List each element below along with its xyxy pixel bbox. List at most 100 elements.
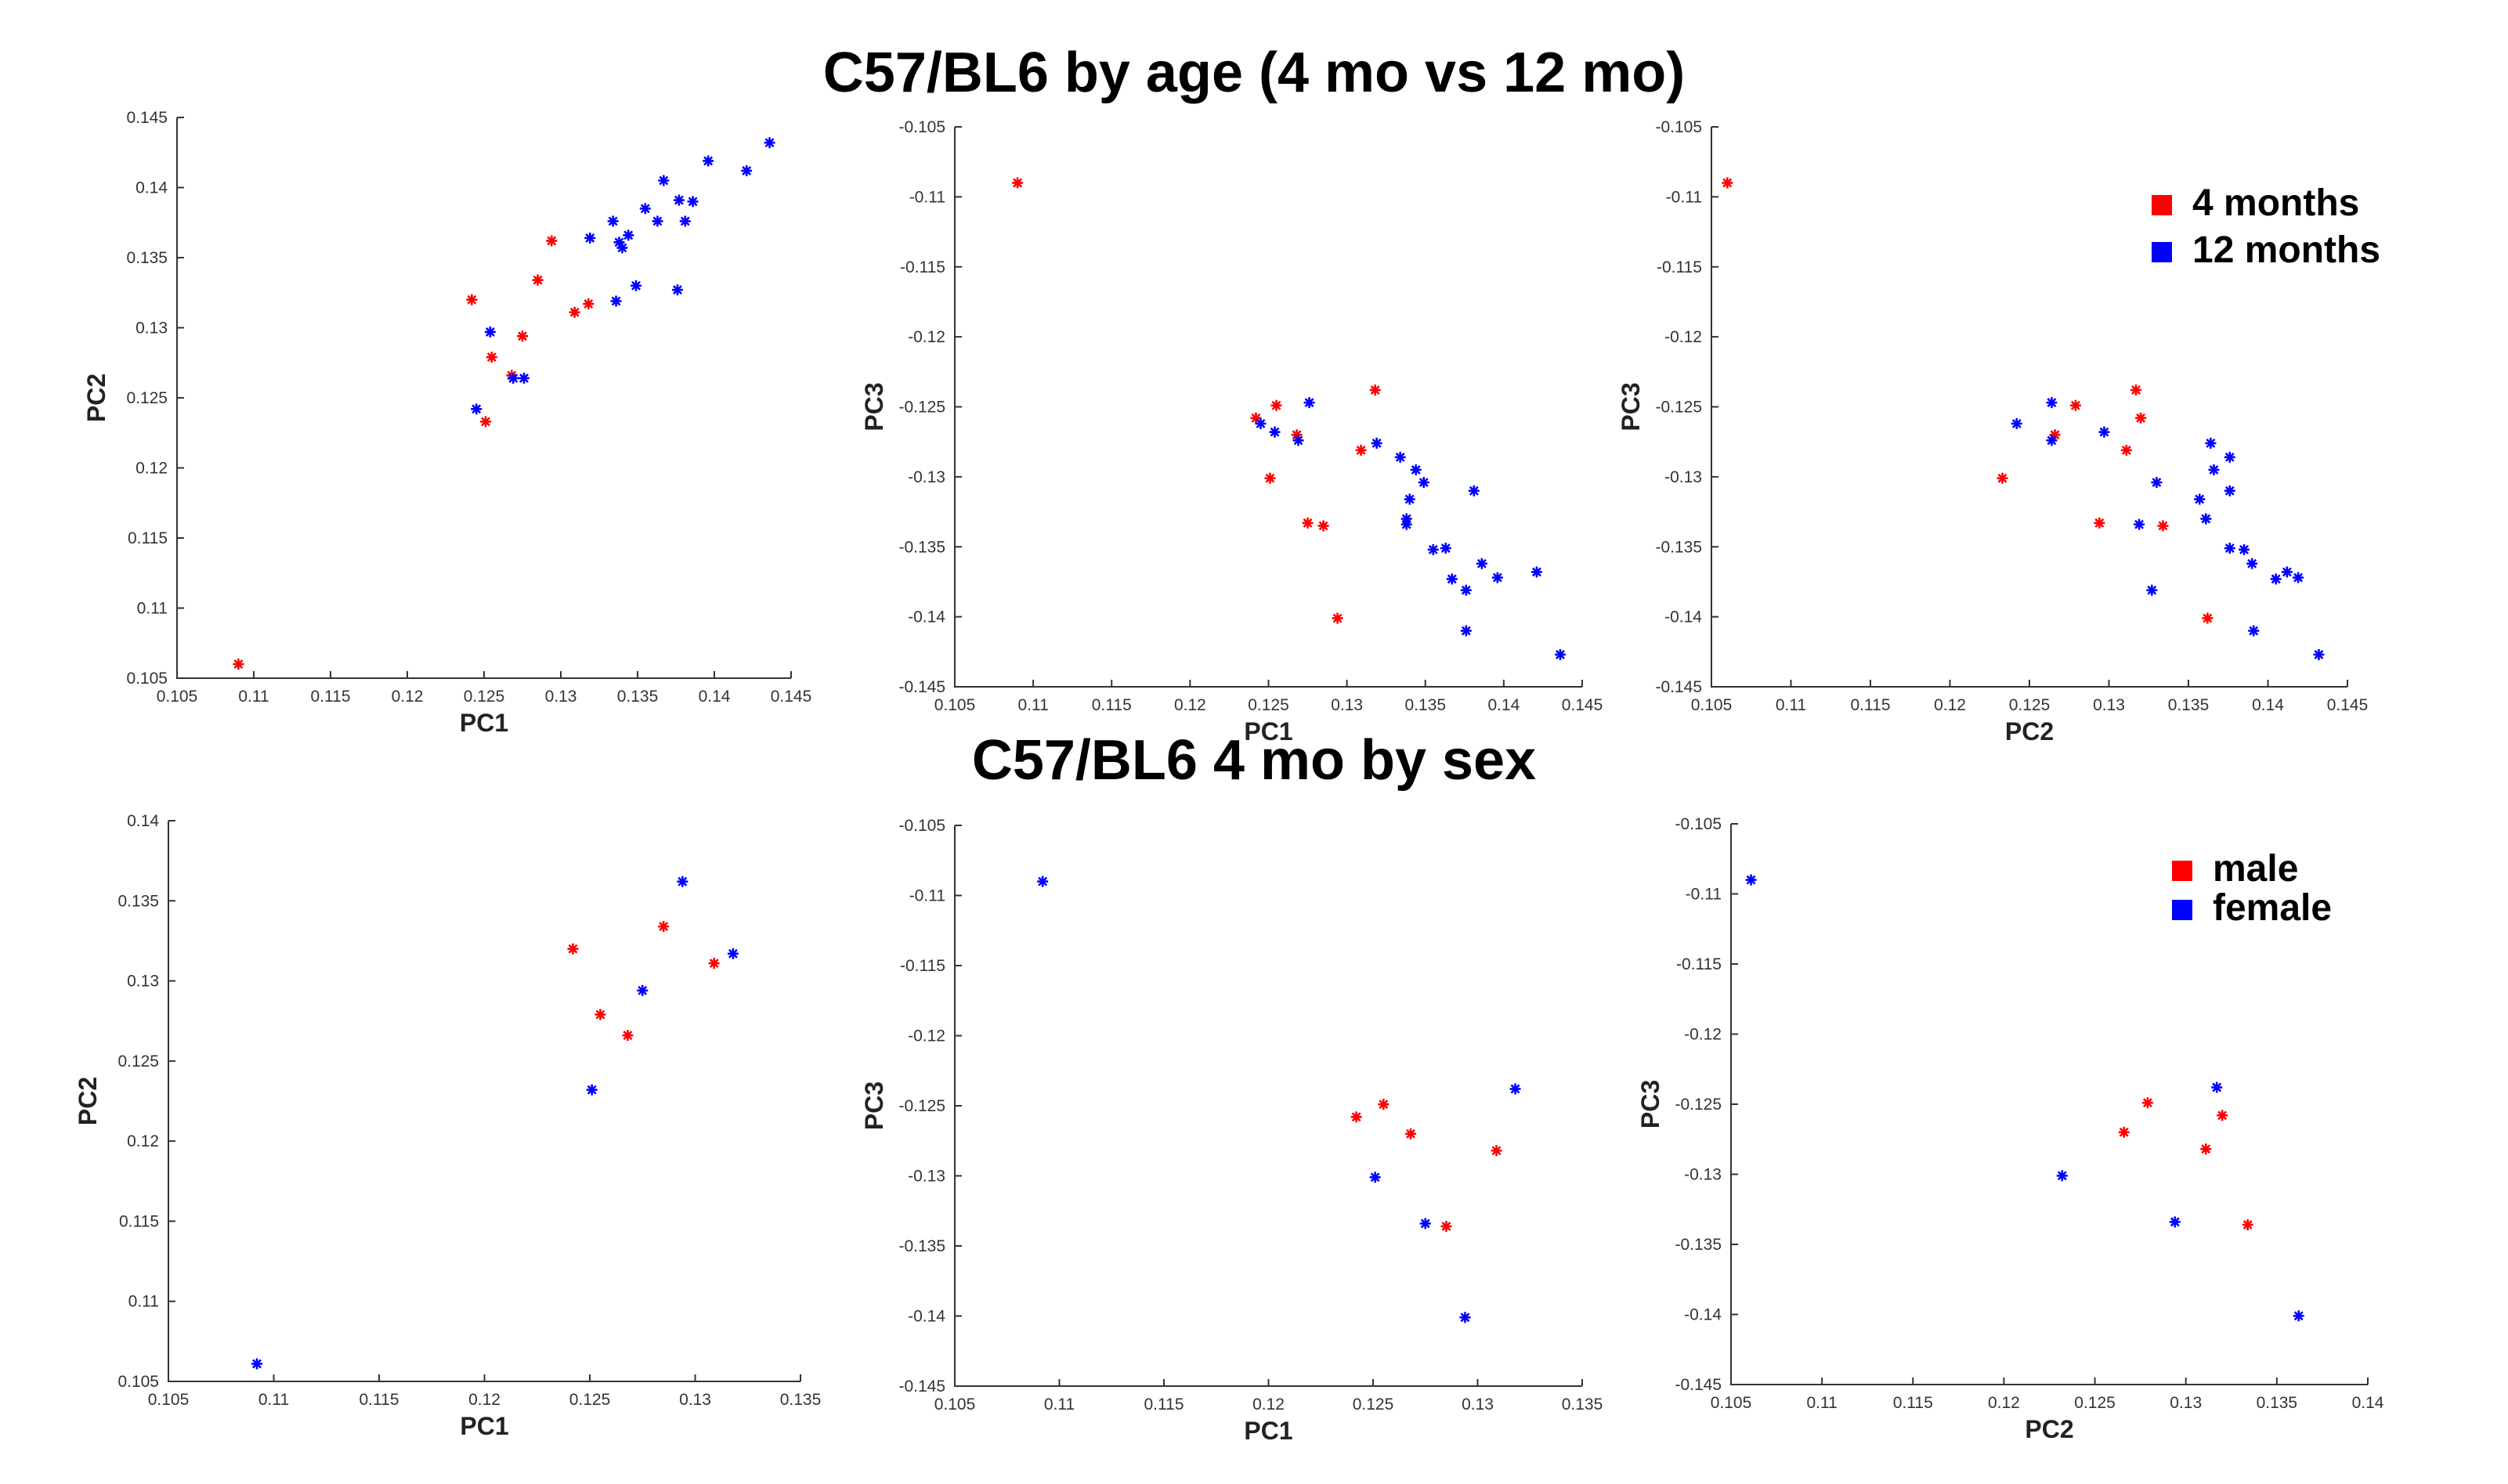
data-point-red (1355, 444, 1367, 456)
x-tick-label: 0.125 (569, 1391, 611, 1409)
data-point-blue (2134, 518, 2145, 530)
data-point-red (594, 1009, 606, 1020)
legend-label: 4 months (2192, 182, 2359, 224)
data-point-blue (2194, 493, 2206, 505)
data-point-red (532, 274, 544, 286)
y-axis-label: PC2 (82, 374, 110, 422)
data-point-blue (1418, 477, 1429, 489)
y-tick-label: 0.105 (117, 1373, 159, 1391)
data-point-red (622, 1030, 634, 1042)
legend-label: female (2213, 887, 2332, 929)
y-tick-label: 0.105 (126, 670, 168, 688)
data-point-blue (2056, 1170, 2068, 1182)
data-point-blue (1292, 435, 1304, 446)
y-tick-label: -0.13 (1684, 1166, 1722, 1184)
y-axis-label: PC3 (860, 382, 888, 431)
data-point-blue (1476, 558, 1487, 569)
data-point-blue (1491, 572, 1503, 583)
data-point-red (466, 294, 478, 305)
x-tick-label: 0.115 (360, 1391, 399, 1409)
y-tick-label: -0.11 (1686, 886, 1722, 904)
x-tick-label: 0.12 (392, 688, 424, 706)
data-point-red (1491, 1145, 1502, 1157)
legend-swatch-red (2152, 195, 2172, 215)
data-point-blue (1303, 397, 1315, 409)
scatter-panel-6: 0.105 0.11 0.115 0.12 0.125 0.13 0.135 0.14 -0.1… (1636, 815, 2384, 1443)
y-tick-label: 0.135 (126, 249, 168, 267)
data-point-blue (1269, 426, 1281, 438)
data-point-blue (2211, 1081, 2223, 1093)
y-tick-label: -0.135 (1655, 538, 1702, 556)
y-tick-label: -0.14 (1684, 1306, 1722, 1324)
page-title-bottom: C57/BL6 4 mo by sex (971, 729, 1537, 792)
x-tick-label: 0.14 (2352, 1394, 2384, 1412)
axis-lines (954, 825, 1582, 1387)
data-point-blue (2224, 543, 2235, 554)
data-point-blue (2224, 485, 2235, 496)
data-point-blue (2169, 1216, 2181, 1228)
data-point-red (1722, 177, 1733, 189)
x-tick-label: 0.11 (1044, 1396, 1075, 1414)
y-tick-label: 0.12 (136, 460, 168, 478)
data-point-blue (1460, 625, 1472, 637)
y-tick-label: -0.145 (1655, 678, 1702, 696)
data-point-blue (658, 175, 670, 186)
data-point-blue (2293, 572, 2304, 583)
data-point-blue (2313, 648, 2325, 660)
y-tick-label: 0.145 (126, 109, 168, 127)
x-axis-label: PC1 (1244, 1417, 1292, 1445)
y-tick-label: -0.12 (908, 328, 945, 346)
x-tick-label: 0.105 (1691, 696, 1733, 714)
x-tick-label: 0.11 (258, 1391, 289, 1409)
y-tick-label: -0.145 (898, 1377, 945, 1396)
x-tick-label: 0.105 (934, 696, 976, 714)
data-point-red (1332, 612, 1343, 624)
data-point-blue (1037, 876, 1049, 887)
x-tick-label: 0.115 (1092, 696, 1132, 714)
x-tick-label: 0.105 (1711, 1394, 1752, 1412)
data-point-blue (727, 948, 739, 959)
y-tick-label: -0.125 (898, 1097, 945, 1115)
data-point-blue (1419, 1218, 1431, 1229)
data-point-blue (2205, 437, 2217, 449)
y-axis-label: PC3 (1617, 382, 1645, 431)
x-tick-label: 0.105 (934, 1396, 976, 1414)
data-point-blue (631, 280, 642, 291)
x-tick-label: 0.125 (2009, 696, 2051, 714)
y-tick-label: -0.105 (1675, 815, 1722, 833)
y-tick-label: 0.135 (117, 892, 159, 910)
y-tick-label: -0.11 (909, 887, 945, 905)
y-tick-label: 0.11 (137, 600, 168, 618)
data-point-red (2200, 1143, 2212, 1155)
y-tick-label: 0.14 (127, 812, 159, 830)
x-tick-label: 0.125 (1353, 1396, 1394, 1414)
data-point-red (2242, 1219, 2253, 1230)
x-axis-label: PC1 (1244, 717, 1292, 746)
data-point-blue (2281, 566, 2293, 578)
data-point-blue (2146, 584, 2158, 596)
data-point-blue (1530, 566, 1542, 578)
data-point-blue (703, 155, 714, 167)
x-tick-label: 0.14 (2252, 696, 2284, 714)
x-tick-label: 0.13 (679, 1391, 711, 1409)
data-point-blue (764, 137, 775, 149)
data-point-blue (518, 372, 529, 384)
x-tick-label: 0.115 (1893, 1394, 1933, 1412)
data-point-red (1270, 399, 1282, 411)
y-tick-label: 0.115 (128, 529, 168, 547)
data-point-red (1378, 1099, 1390, 1110)
y-tick-label: -0.14 (908, 608, 945, 626)
y-tick-label: -0.105 (898, 118, 945, 136)
data-point-blue (2011, 417, 2022, 429)
data-point-blue (1400, 518, 1412, 530)
data-point-blue (2239, 543, 2250, 555)
data-point-blue (616, 242, 628, 254)
x-tick-label: 0.135 (2168, 696, 2210, 714)
data-point-red (486, 352, 497, 363)
x-tick-label: 0.125 (1248, 696, 1289, 714)
data-point-blue (671, 284, 683, 296)
data-point-red (569, 306, 580, 318)
data-point-blue (679, 215, 691, 227)
x-tick-label: 0.14 (699, 688, 731, 706)
